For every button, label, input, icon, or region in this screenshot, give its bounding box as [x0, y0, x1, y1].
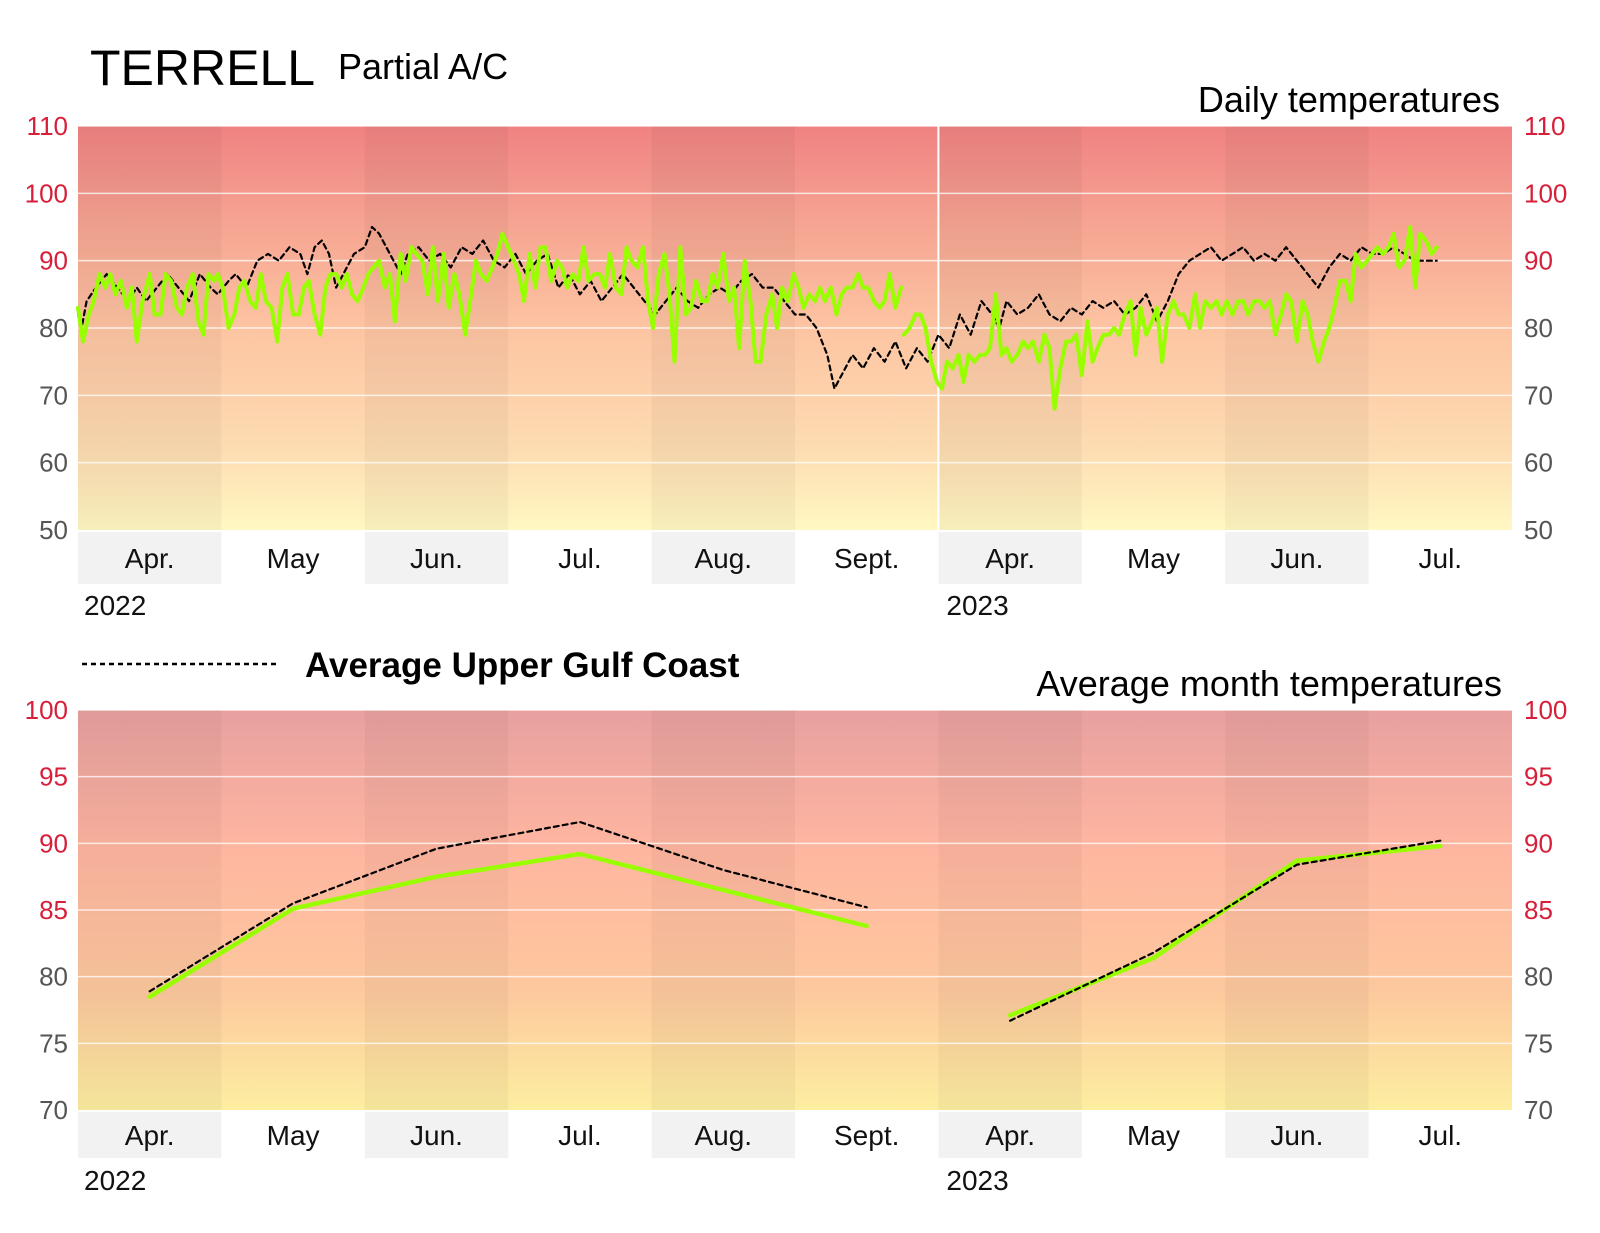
y-tick-label-left: 75 — [39, 1028, 68, 1058]
y-tick-label-left: 70 — [39, 380, 68, 410]
month-label: Apr. — [985, 1120, 1035, 1151]
month-label-band — [364, 532, 509, 584]
month-label: Jun. — [1270, 543, 1323, 574]
month-label: Jul. — [558, 1120, 602, 1151]
average-series-line — [148, 820, 868, 993]
y-tick-label-right: 60 — [1524, 448, 1553, 478]
y-tick-label-left: 110 — [27, 111, 68, 141]
y-tick-label-right: 75 — [1524, 1028, 1553, 1058]
month-label-band — [938, 1112, 1082, 1158]
station-title: TERRELL — [90, 40, 315, 96]
y-tick-label-right: 70 — [1524, 1095, 1553, 1125]
year-label: 2022 — [84, 1165, 146, 1196]
y-tick-label-right: 80 — [1524, 313, 1553, 343]
month-label-band — [1225, 532, 1369, 584]
y-tick-label-right: 95 — [1524, 762, 1553, 792]
month-label: Sept. — [834, 1120, 899, 1151]
y-tick-label-right: 85 — [1524, 895, 1553, 925]
monthly-chart-title: Average month temperatures — [1036, 663, 1502, 704]
month-label: Jul. — [1419, 543, 1463, 574]
year-label: 2023 — [946, 1165, 1008, 1196]
month-label-band — [651, 1112, 795, 1158]
month-label: Jun. — [1270, 1120, 1323, 1151]
y-tick-label-left: 70 — [39, 1095, 68, 1125]
station-subtitle: Partial A/C — [338, 46, 508, 87]
month-label: Apr. — [125, 1120, 175, 1151]
y-tick-label-right: 90 — [1524, 828, 1553, 858]
average-series-line — [1008, 839, 1442, 1022]
y-tick-label-right: 90 — [1524, 246, 1553, 276]
month-label-band — [1225, 1112, 1369, 1158]
month-label: Sept. — [834, 543, 899, 574]
month-label: Apr. — [985, 543, 1035, 574]
daily-chart-panel: 50 50 60 60 70 70 80 80 90 90 100 100 110 110 Apr. May J… — [25, 111, 1568, 621]
y-tick-label-left: 85 — [39, 895, 68, 925]
month-label: May — [267, 543, 320, 574]
month-label: May — [1127, 1120, 1180, 1151]
y-tick-label-left: 95 — [39, 762, 68, 792]
month-label-band — [651, 532, 795, 584]
monthly-chart-panel: 70 70 75 75 80 80 85 85 90 90 95 95 100 100 Apr. May Jun… — [25, 695, 1568, 1196]
station-series-line — [76, 231, 904, 364]
legend-average-label: Average Upper Gulf Coast — [305, 646, 740, 685]
year-label: 2022 — [84, 590, 146, 621]
y-tick-label-left: 60 — [39, 448, 68, 478]
y-tick-label-right: 100 — [1524, 178, 1567, 208]
month-label: May — [1127, 543, 1180, 574]
year-label: 2023 — [946, 590, 1008, 621]
y-tick-label-right: 50 — [1524, 515, 1553, 545]
month-label-band — [938, 532, 1082, 584]
station-series-line — [902, 225, 1439, 411]
month-label: Jun. — [410, 1120, 463, 1151]
month-label: May — [267, 1120, 320, 1151]
y-tick-label-right: 80 — [1524, 962, 1553, 992]
month-label: Jul. — [558, 543, 602, 574]
month-label-band — [78, 1112, 222, 1158]
y-tick-label-left: 80 — [39, 313, 68, 343]
y-tick-label-left: 90 — [39, 246, 68, 276]
y-tick-label-left: 100 — [25, 695, 68, 725]
y-tick-label-right: 110 — [1524, 111, 1565, 141]
month-label-band — [78, 532, 222, 584]
y-tick-label-right: 70 — [1524, 380, 1553, 410]
month-label-band — [364, 1112, 509, 1158]
y-tick-label-left: 80 — [39, 962, 68, 992]
month-label: Aug. — [694, 543, 752, 574]
y-tick-label-left: 50 — [39, 515, 68, 545]
month-label: Apr. — [125, 543, 175, 574]
station-series-line — [147, 851, 869, 999]
y-tick-label-left: 100 — [25, 178, 68, 208]
y-tick-label-right: 100 — [1524, 695, 1567, 725]
month-label: Jun. — [410, 543, 463, 574]
month-label: Aug. — [694, 1120, 752, 1151]
month-label: Jul. — [1419, 1120, 1463, 1151]
y-tick-label-left: 90 — [39, 828, 68, 858]
daily-chart-title: Daily temperatures — [1198, 79, 1500, 120]
